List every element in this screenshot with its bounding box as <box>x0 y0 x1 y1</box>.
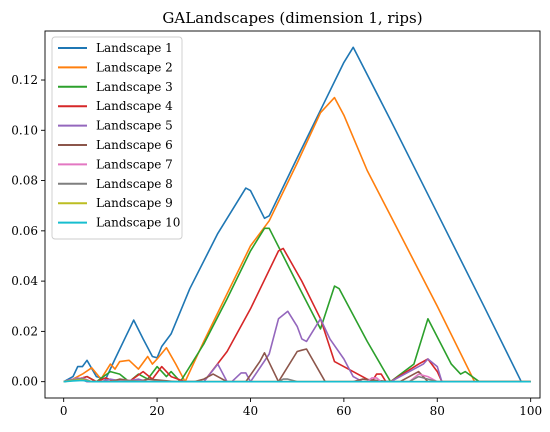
y-tick-label: 0.06 <box>11 224 38 238</box>
series-line-landscape-10 <box>63 379 531 383</box>
y-tick-label: 0.00 <box>11 375 38 389</box>
legend-label: Landscape 5 <box>96 119 173 133</box>
plot-frame <box>44 30 541 399</box>
legend-label: Landscape 1 <box>96 41 173 55</box>
x-tick-label: 0 <box>60 404 68 418</box>
legend-label: Landscape 8 <box>96 177 173 191</box>
legend-label: Landscape 3 <box>96 80 173 94</box>
x-tick-label: 80 <box>430 404 445 418</box>
legend-label: Landscape 4 <box>96 99 173 113</box>
legend-label: Landscape 2 <box>96 60 173 74</box>
x-tick-label: 60 <box>336 404 351 418</box>
legend-label: Landscape 6 <box>96 138 173 152</box>
legend-label: Landscape 9 <box>96 196 173 210</box>
legend-label: Landscape 10 <box>96 216 180 230</box>
y-tick-label: 0.12 <box>11 73 38 87</box>
x-tick-label: 100 <box>519 404 542 418</box>
x-tick-label: 40 <box>243 404 258 418</box>
series-line-landscape-4 <box>63 247 531 383</box>
x-tick-label: 20 <box>149 404 164 418</box>
y-tick-label: 0.08 <box>11 174 38 188</box>
series-line-landscape-3 <box>63 227 531 383</box>
y-tick-label: 0.10 <box>11 123 38 137</box>
series-line-landscape-2 <box>63 96 531 383</box>
chart-title: GALandscapes (dimension 1, rips) <box>162 9 422 27</box>
y-tick-label: 0.04 <box>11 274 38 288</box>
legend-label: Landscape 7 <box>96 157 173 171</box>
y-tick-label: 0.02 <box>11 324 38 338</box>
series-line-landscape-1 <box>63 46 531 383</box>
